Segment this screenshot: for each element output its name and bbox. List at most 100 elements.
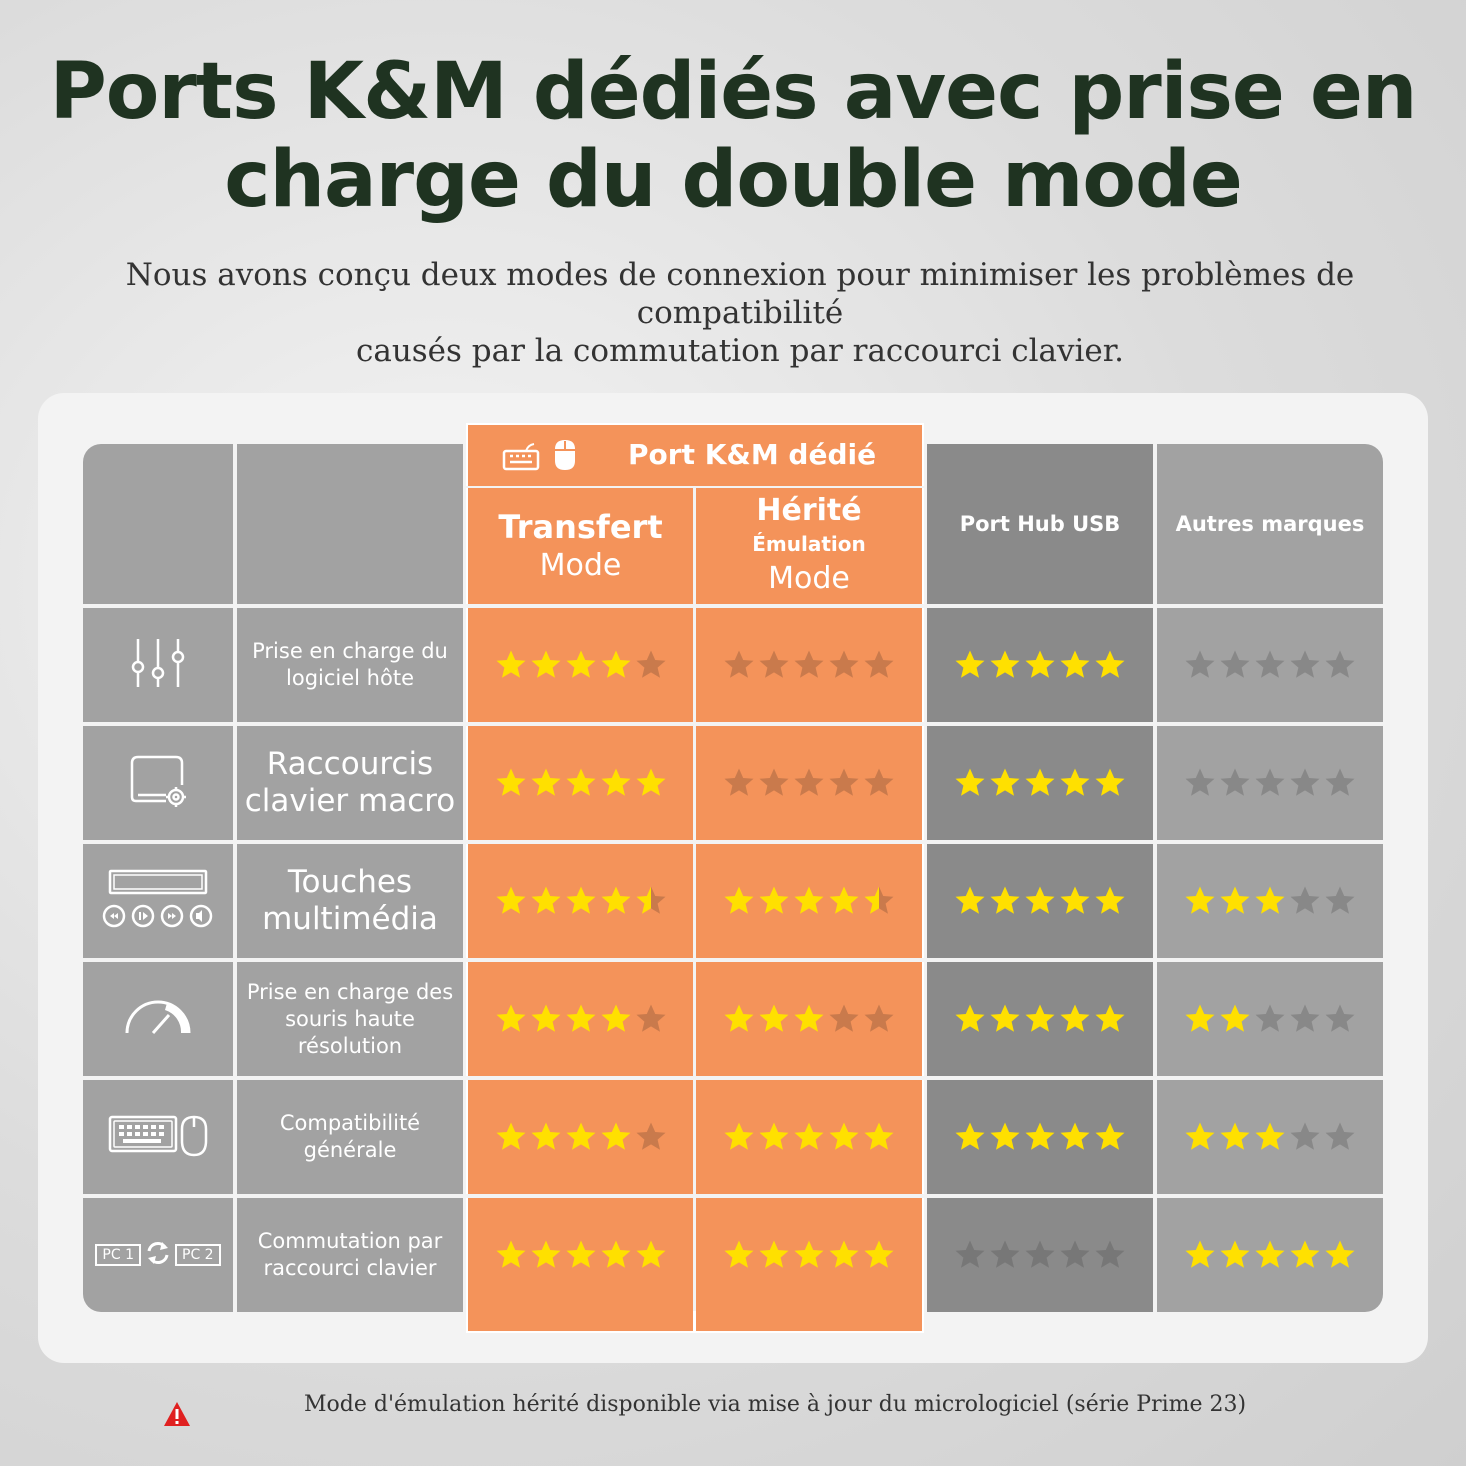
star-filled-icon [496,1240,525,1268]
headline-line-1: Ports K&M dédiés avec prise en [49,47,1418,137]
star-filled-icon [1025,886,1055,914]
star-half-icon [864,886,894,914]
star-filled-icon [531,768,560,796]
rating-cell [1157,1080,1383,1194]
star-filled-icon [1185,1240,1215,1268]
star-filled-icon [990,768,1020,796]
rating-cell [1157,726,1383,840]
star-empty-icon [864,768,894,796]
rating-cell [927,844,1153,958]
star-empty-icon [1325,1004,1355,1032]
star-filled-icon [531,886,560,914]
row-feature-label: Touches multimédia [237,844,463,958]
star-filled-icon [759,1122,789,1150]
star-filled-icon [601,886,630,914]
feature-label-text: Prise en charge des souris haute résolut… [246,979,454,1058]
star-empty-icon [759,650,789,678]
star-rating [723,649,895,681]
star-rating [723,885,895,917]
star-filled-icon [1220,1122,1250,1150]
orange-column-divider-bottom [693,1311,696,1333]
feature-label-text: Prise en charge du logiciel hôte [252,639,448,690]
star-rating [495,885,667,917]
star-filled-icon [1255,1240,1285,1268]
star-filled-icon [1095,886,1125,914]
star-rating [723,1239,895,1271]
star-filled-icon [864,1240,894,1268]
star-empty-icon [990,1240,1020,1268]
star-filled-icon [759,1240,789,1268]
star-rating [723,1121,895,1153]
speedometer-icon [123,997,193,1041]
header-blank-icon-col [83,444,233,604]
row-icon-cell [83,726,233,840]
star-filled-icon [794,1122,824,1150]
star-filled-icon [1060,886,1090,914]
star-filled-icon [759,1004,789,1032]
rating-cell [1157,844,1383,958]
star-empty-icon [1325,650,1355,678]
star-rating [723,1003,895,1035]
star-filled-icon [1220,1240,1250,1268]
transfer-mode-line-2: Mode [539,548,622,583]
star-filled-icon [601,768,630,796]
legacy-mode-line-2: Émulation [752,532,866,556]
row-icon-cell: PC 1 PC 2 [83,1198,233,1312]
star-filled-icon [566,886,595,914]
star-rating [495,767,667,799]
star-filled-icon [724,1240,754,1268]
star-filled-icon [990,650,1020,678]
group-header-label: Port K&M dédié [628,438,877,471]
row-icon-cell [83,962,233,1076]
footnote: Mode d'émulation hérité disponible via m… [304,1392,1247,1417]
star-filled-icon [1185,1004,1215,1032]
star-rating [954,1121,1126,1153]
sliders-icon [128,637,188,693]
row-icon-cell [83,844,233,958]
star-filled-icon [1025,768,1055,796]
star-filled-icon [1255,886,1285,914]
rating-cell [696,608,924,722]
star-rating [954,649,1126,681]
star-filled-icon [1220,1004,1250,1032]
star-filled-icon [1095,650,1125,678]
star-filled-icon [1025,650,1055,678]
headline-line-2: charge du double mode [224,135,1242,225]
star-empty-icon [829,1004,859,1032]
star-empty-icon [1325,768,1355,796]
star-empty-icon [829,768,859,796]
star-rating [723,767,895,799]
rating-cell [466,962,693,1076]
star-filled-icon [955,886,985,914]
star-filled-icon [1060,1122,1090,1150]
star-filled-icon [1325,1240,1355,1268]
star-empty-icon [794,650,824,678]
star-empty-icon [1060,1240,1090,1268]
column-header-usb-hub-port: Port Hub USB [927,444,1153,604]
star-empty-icon [1325,1122,1355,1150]
row-feature-label: Commutation par raccourci clavier [237,1198,463,1312]
star-empty-icon [1185,650,1215,678]
star-filled-icon [566,1004,595,1032]
star-filled-icon [636,768,665,796]
star-empty-icon [759,768,789,796]
star-filled-icon [794,886,824,914]
media-keys-icon [102,868,214,934]
star-rating [495,649,667,681]
star-filled-icon [990,1122,1020,1150]
star-empty-icon [1255,650,1285,678]
rating-cell [466,844,693,958]
star-filled-icon [1025,1122,1055,1150]
pc-switch-icon: PC 1 PC 2 [95,1240,221,1270]
star-filled-icon [794,1240,824,1268]
star-filled-icon [636,1240,665,1268]
star-empty-icon [829,650,859,678]
star-filled-icon [955,1122,985,1150]
warning-icon [162,1400,192,1432]
star-rating [954,767,1126,799]
subtitle-line-1: Nous avons conçu deux modes de connexion… [125,257,1355,331]
star-rating [495,1003,667,1035]
star-filled-icon [496,1004,525,1032]
row-icon-cell [83,1080,233,1194]
star-filled-icon [531,1122,560,1150]
